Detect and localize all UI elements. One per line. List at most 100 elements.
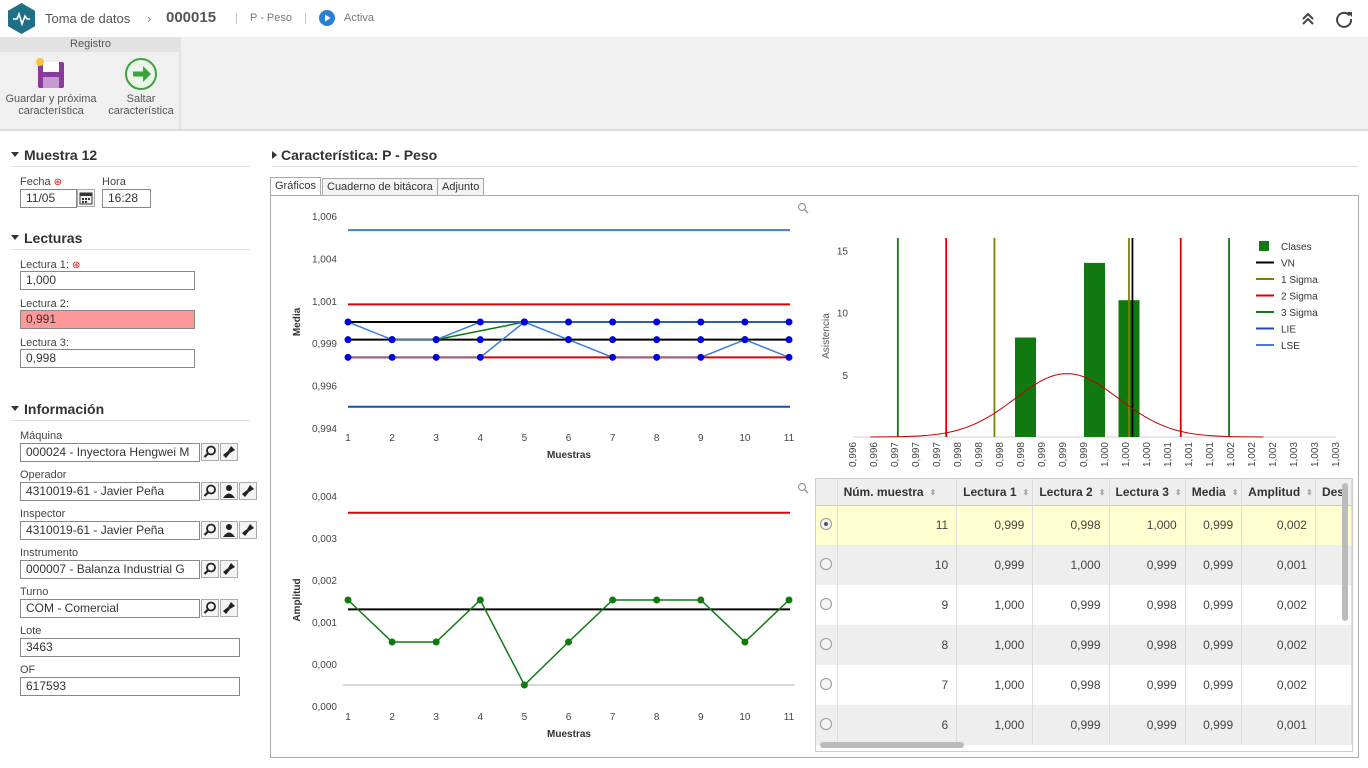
vertical-scrollbar[interactable] [1342, 483, 1348, 621]
table-row[interactable]: 11 0,999 0,998 1,000 0,999 0,002 [816, 505, 1352, 545]
calendar-icon[interactable] [77, 189, 95, 207]
clear-brush-icon[interactable] [220, 443, 238, 461]
horizontal-scrollbar[interactable] [820, 742, 964, 748]
divider [272, 166, 1358, 167]
tab-adjunto[interactable]: Adjunto [437, 178, 485, 196]
required-icon: ⊛ [71, 260, 81, 271]
column-header-label: Media [1191, 484, 1226, 499]
skip-button[interactable]: Saltar característica [102, 57, 180, 117]
table-row[interactable]: 10 0,999 1,000 0,999 0,999 0,001 [816, 545, 1352, 585]
zoom-icon[interactable] [797, 482, 809, 494]
table-cell [1315, 625, 1352, 665]
divider [11, 166, 250, 167]
table-cell: 0,999 [1109, 705, 1186, 745]
table-cell: 9 [837, 585, 958, 625]
reading-1-input[interactable]: 1,000 [20, 271, 195, 290]
inspector-label: Inspector [20, 508, 66, 520]
row-select-cell[interactable] [816, 545, 838, 585]
machine-label: Máquina [20, 430, 63, 442]
row-radio[interactable] [820, 637, 833, 650]
column-header[interactable]: Media ⬍ [1185, 479, 1243, 506]
inspector-input[interactable]: 4310019-61 - Javier Peña [20, 521, 200, 540]
table-cell: 0,999 [1185, 505, 1243, 545]
row-select-cell[interactable] [816, 705, 838, 745]
row-radio[interactable] [820, 517, 833, 530]
sort-icon[interactable]: ⬍ [1022, 488, 1030, 498]
status-label: Activa [344, 12, 374, 24]
table-cell: 0,999 [1185, 625, 1243, 665]
table-cell: 1,000 [956, 705, 1034, 745]
row-radio[interactable] [820, 557, 833, 570]
table-row[interactable]: 6 1,000 0,999 0,999 0,999 0,001 [816, 705, 1352, 745]
instrument-input[interactable]: 000007 - Balanza Industrial G [20, 560, 200, 579]
column-header[interactable]: Lectura 3 ⬍ [1109, 479, 1186, 506]
table-cell: 0,998 [1032, 505, 1110, 545]
time-input[interactable]: 16:28 [102, 189, 151, 208]
column-header[interactable]: Núm. muestra ⬍ [837, 479, 958, 506]
column-header-label: Núm. muestra [843, 484, 924, 499]
table-cell: 1,000 [1032, 545, 1110, 585]
app-logo-icon[interactable] [6, 3, 37, 34]
readings-section-title[interactable]: Lecturas [11, 230, 82, 246]
column-header-label: Des [1321, 484, 1344, 499]
search-icon[interactable] [201, 560, 219, 578]
table-row[interactable]: 7 1,000 0,998 0,999 0,999 0,002 [816, 665, 1352, 705]
machine-input[interactable]: 000024 - Inyectora Hengwei M [20, 443, 200, 462]
user-icon[interactable] [220, 521, 238, 539]
date-input[interactable]: 11/05 [20, 189, 77, 208]
column-header[interactable]: Amplitud ⬍ [1241, 479, 1316, 506]
sort-icon[interactable]: ⬍ [929, 488, 937, 498]
search-icon[interactable] [201, 482, 219, 500]
zoom-icon[interactable] [797, 202, 809, 214]
reading-2-input[interactable]: 0,991 [20, 310, 195, 329]
clear-brush-icon[interactable] [239, 521, 257, 539]
row-select-cell[interactable] [816, 665, 838, 705]
app-title[interactable]: Toma de datos [45, 11, 131, 26]
search-icon[interactable] [201, 599, 219, 617]
of-input[interactable]: 617593 [20, 677, 240, 696]
clear-brush-icon[interactable] [220, 599, 238, 617]
search-icon[interactable] [201, 443, 219, 461]
row-radio[interactable] [820, 677, 833, 690]
info-section-title[interactable]: Información [11, 401, 104, 417]
clear-brush-icon[interactable] [220, 560, 238, 578]
table-row[interactable]: 8 1,000 0,999 0,998 0,999 0,002 [816, 625, 1352, 665]
table-cell: 0,999 [956, 505, 1034, 545]
row-radio[interactable] [820, 717, 833, 730]
row-select-cell[interactable] [816, 585, 838, 625]
sort-icon[interactable]: ⬍ [1231, 488, 1239, 498]
table-cell: 10 [837, 545, 958, 585]
reading-3-input[interactable]: 0,998 [20, 349, 195, 368]
row-radio[interactable] [820, 597, 833, 610]
user-icon[interactable] [220, 482, 238, 500]
table-cell: 0,999 [1032, 625, 1110, 665]
table-cell: 1,000 [956, 665, 1034, 705]
clear-brush-icon[interactable] [239, 482, 257, 500]
sort-icon[interactable]: ⬍ [1306, 488, 1313, 498]
tab-cuaderno[interactable]: Cuaderno de bitácora [322, 178, 438, 196]
divider: | [235, 12, 238, 24]
column-header[interactable]: Lectura 1 ⬍ [956, 479, 1034, 506]
search-icon[interactable] [201, 521, 219, 539]
row-select-cell[interactable] [816, 625, 838, 665]
table-cell: 0,999 [1185, 585, 1243, 625]
characteristic-title[interactable]: Característica: P - Peso [272, 147, 437, 163]
table-row[interactable]: 9 1,000 0,999 0,998 0,999 0,002 [816, 585, 1352, 625]
shift-input[interactable]: COM - Comercial [20, 599, 200, 618]
ribbon-group-registro: Registro Guardar y próxima característic… [0, 37, 181, 129]
collapse-icon[interactable] [1298, 9, 1318, 29]
characteristic-label: P - Peso [250, 12, 292, 24]
column-header[interactable]: Lectura 2 ⬍ [1032, 479, 1110, 506]
operator-input[interactable]: 4310019-61 - Javier Peña [20, 482, 200, 501]
save-next-button[interactable]: Guardar y próxima característica [3, 57, 99, 117]
save-disk-icon [36, 58, 64, 88]
divider [11, 249, 250, 250]
sort-icon[interactable]: ⬍ [1098, 488, 1106, 498]
sort-icon[interactable]: ⬍ [1174, 488, 1182, 498]
tab-graficos[interactable]: Gráficos [270, 177, 321, 196]
refresh-icon[interactable] [1334, 9, 1354, 29]
row-select-cell[interactable] [816, 505, 838, 545]
table-cell: 0,001 [1241, 705, 1316, 745]
sample-section-title[interactable]: Muestra 12 [11, 147, 97, 163]
lot-input[interactable]: 3463 [20, 638, 240, 657]
